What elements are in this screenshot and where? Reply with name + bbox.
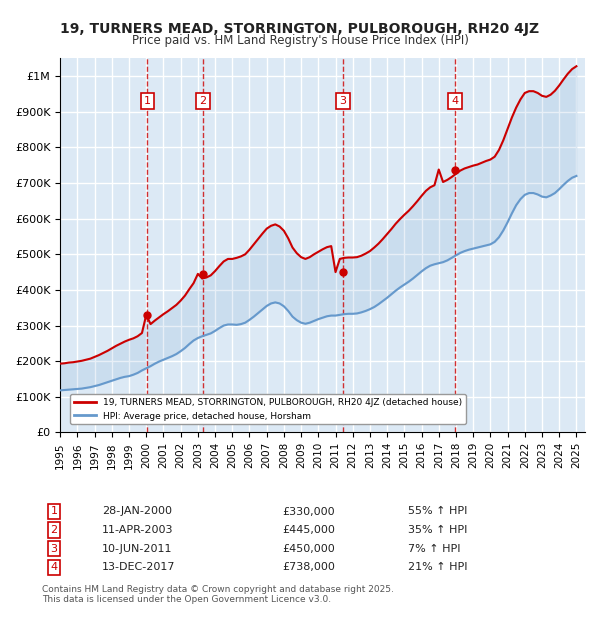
Text: 21% ↑ HPI: 21% ↑ HPI: [408, 562, 467, 572]
Text: 7% ↑ HPI: 7% ↑ HPI: [408, 544, 461, 554]
Text: 1: 1: [50, 507, 58, 516]
Text: 13-DEC-2017: 13-DEC-2017: [102, 562, 176, 572]
Text: 28-JAN-2000: 28-JAN-2000: [102, 507, 172, 516]
Text: Price paid vs. HM Land Registry's House Price Index (HPI): Price paid vs. HM Land Registry's House …: [131, 34, 469, 47]
Text: £445,000: £445,000: [282, 525, 335, 535]
Text: 2: 2: [199, 96, 206, 106]
Text: 4: 4: [452, 96, 458, 106]
Text: 4: 4: [50, 562, 58, 572]
Text: 3: 3: [340, 96, 347, 106]
Text: 1: 1: [144, 96, 151, 106]
Text: 3: 3: [50, 544, 58, 554]
Text: £450,000: £450,000: [282, 544, 335, 554]
Text: £330,000: £330,000: [282, 507, 335, 516]
Text: £738,000: £738,000: [282, 562, 335, 572]
Text: 19, TURNERS MEAD, STORRINGTON, PULBOROUGH, RH20 4JZ: 19, TURNERS MEAD, STORRINGTON, PULBOROUG…: [61, 22, 539, 36]
Text: 2: 2: [50, 525, 58, 535]
Legend: 19, TURNERS MEAD, STORRINGTON, PULBOROUGH, RH20 4JZ (detached house), HPI: Avera: 19, TURNERS MEAD, STORRINGTON, PULBOROUG…: [70, 394, 466, 424]
Text: 55% ↑ HPI: 55% ↑ HPI: [408, 507, 467, 516]
Text: 11-APR-2003: 11-APR-2003: [102, 525, 173, 535]
Text: 10-JUN-2011: 10-JUN-2011: [102, 544, 173, 554]
Text: Contains HM Land Registry data © Crown copyright and database right 2025.
This d: Contains HM Land Registry data © Crown c…: [42, 585, 394, 604]
Text: 35% ↑ HPI: 35% ↑ HPI: [408, 525, 467, 535]
